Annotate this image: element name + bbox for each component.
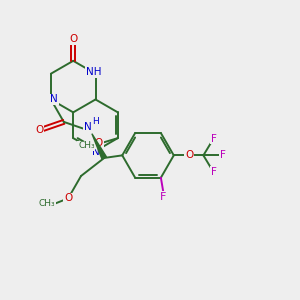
Text: F: F — [211, 167, 217, 177]
Text: H: H — [92, 117, 98, 126]
Polygon shape — [92, 134, 106, 159]
Text: F: F — [160, 192, 167, 202]
Text: O: O — [64, 194, 72, 203]
Text: F: F — [220, 150, 226, 161]
Text: F: F — [211, 134, 217, 144]
Text: N: N — [84, 122, 92, 132]
Text: CH₃: CH₃ — [78, 141, 95, 150]
Text: O: O — [69, 34, 77, 44]
Text: CH₃: CH₃ — [39, 199, 56, 208]
Text: N: N — [92, 147, 99, 157]
Text: O: O — [94, 138, 103, 148]
Text: NH: NH — [86, 67, 101, 77]
Text: N: N — [50, 94, 58, 104]
Text: O: O — [185, 150, 193, 161]
Text: O: O — [35, 124, 44, 135]
